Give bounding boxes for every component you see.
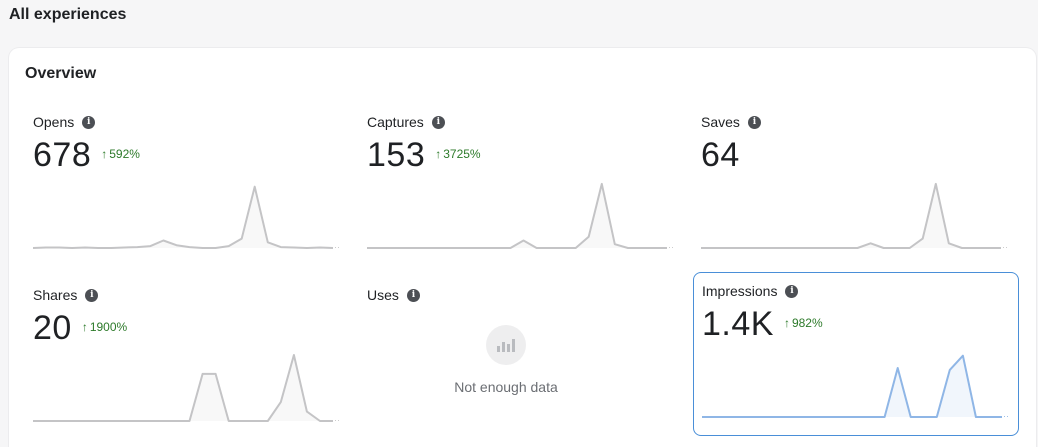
sparkline-saves: ·· xyxy=(701,182,1008,252)
metric-shares[interactable]: Shares i 20 ↑ 1900% ·· xyxy=(9,273,340,437)
overview-title: Overview xyxy=(25,65,97,82)
metric-captures[interactable]: Captures i 153 ↑ 3725% ·· xyxy=(343,100,674,264)
metric-label: Uses xyxy=(367,287,399,303)
metric-impressions[interactable]: Impressions i 1.4K ↑ 982% ·· xyxy=(693,272,1019,436)
info-icon[interactable]: i xyxy=(431,115,445,129)
sparkline-shares: ·· xyxy=(33,354,340,425)
sparkline-impressions: ·· xyxy=(702,354,1009,421)
metric-label: Opens xyxy=(33,114,75,130)
sparkline-ellipsis: ·· xyxy=(334,415,340,425)
metric-change-value: 592% xyxy=(109,147,140,161)
sparkline-ellipsis: ·· xyxy=(1002,242,1008,252)
metric-opens[interactable]: Opens i 678 ↑ 592% ·· xyxy=(9,100,340,264)
metric-change: ↑ 1900% xyxy=(82,320,127,334)
sparkline-ellipsis: ·· xyxy=(668,242,674,252)
metric-value: 153 xyxy=(367,136,426,174)
sparkline-line xyxy=(702,354,1002,418)
metric-label: Saves xyxy=(701,114,740,130)
arrow-up-icon: ↑ xyxy=(101,147,108,161)
info-icon[interactable]: i xyxy=(85,288,99,302)
no-data-text: Not enough data xyxy=(454,379,558,395)
metric-label: Shares xyxy=(33,287,78,303)
sparkline-area xyxy=(702,355,1002,417)
metric-change-value: 1900% xyxy=(89,320,128,334)
info-icon[interactable]: i xyxy=(785,284,799,298)
metric-value: 20 xyxy=(33,309,72,347)
overview-card: Overview Opens i 678 ↑ 592% ·· Captures … xyxy=(9,48,1036,447)
metric-value: 678 xyxy=(33,136,92,174)
arrow-up-icon: ↑ xyxy=(81,320,88,334)
metric-label: Impressions xyxy=(702,283,778,299)
sparkline-captures: ·· xyxy=(367,182,674,252)
sparkline-ellipsis: ·· xyxy=(334,242,340,252)
metric-label: Captures xyxy=(367,114,424,130)
page-title: All experiences xyxy=(9,6,127,23)
sparkline-line xyxy=(701,182,1001,249)
metric-change-value: 982% xyxy=(791,316,823,330)
sparkline-area xyxy=(701,183,1001,248)
arrow-up-icon: ↑ xyxy=(435,147,442,161)
metric-value: 64 xyxy=(701,136,740,174)
sparkline-line xyxy=(33,185,334,249)
metric-value: 1.4K xyxy=(702,305,774,343)
no-data-state: Not enough data xyxy=(343,325,669,395)
sparkline-area xyxy=(33,186,333,248)
sparkline-ellipsis: ·· xyxy=(1003,411,1009,421)
info-icon[interactable]: i xyxy=(406,288,420,302)
sparkline-line xyxy=(33,354,333,422)
metric-uses[interactable]: Uses i Not enough data xyxy=(343,273,669,437)
metric-change: ↑ 592% xyxy=(101,147,140,161)
metric-change: ↑ 3725% xyxy=(435,147,480,161)
info-icon[interactable]: i xyxy=(82,115,96,129)
metric-change: ↑ 982% xyxy=(784,316,823,330)
metric-change-value: 3725% xyxy=(443,147,481,161)
bar-chart-icon xyxy=(486,325,526,365)
arrow-up-icon: ↑ xyxy=(783,316,790,330)
sparkline-area xyxy=(33,355,333,421)
metric-saves[interactable]: Saves i 64 ·· xyxy=(677,100,1008,264)
sparkline-line xyxy=(367,182,667,249)
sparkline-opens: ·· xyxy=(33,185,340,252)
sparkline-area xyxy=(367,183,667,248)
info-icon[interactable]: i xyxy=(747,115,761,129)
